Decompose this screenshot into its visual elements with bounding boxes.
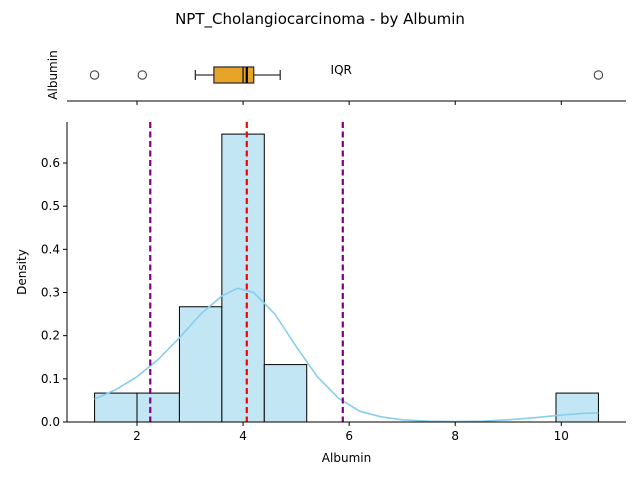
y-tick-label: 0.1 [41,372,60,386]
histogram-bar-2 [178,306,223,423]
histogram-y-axis-label: Density [15,249,29,295]
figure-title: NPT_Cholangiocarcinoma - by Albumin [175,10,465,29]
box-plot-panel: Albumin IQR [46,50,626,105]
histogram-bar-3 [221,133,265,423]
outlier-point-1 [137,70,148,80]
x-tick-label: 2 [133,429,141,443]
box-y-axis-label: Albumin [46,50,60,99]
x-tick-label: 10 [554,429,569,443]
histogram-y-ticks: 0.0 0.1 0.2 0.3 0.4 0.5 0.6 [41,156,67,429]
histogram-bar-5 [555,392,599,423]
histogram-x-ticks: 2 4 6 8 10 [133,422,569,443]
x-tick-label: 8 [451,429,459,443]
y-tick-label: 0.2 [41,329,60,343]
kde-curve [94,287,599,423]
histogram-bar-0 [94,392,138,423]
box-x-ticks [136,101,562,105]
outlier-point-2 [593,70,604,80]
y-tick-label: 0.3 [41,286,60,300]
y-tick-label: 0.4 [41,242,60,256]
iqr-annotation: IQR [331,63,352,77]
histogram-bars [94,133,599,423]
histogram-panel: 2 4 6 8 10 0.0 0.1 0.2 0.3 0.4 0.5 0.6 Albumin Den… [15,122,626,465]
histogram-bar-1 [136,392,180,423]
x-tick-label: 4 [239,429,247,443]
y-tick-label: 0.6 [41,156,60,170]
reference-lines [149,122,344,422]
outlier-point-0 [89,70,100,80]
box-plot-marks [89,66,604,84]
histogram-x-axis-label: Albumin [322,451,371,465]
x-tick-label: 6 [345,429,353,443]
histogram-bar-4 [263,364,308,423]
y-tick-label: 0.5 [41,199,60,213]
y-tick-label: 0.0 [41,415,60,429]
